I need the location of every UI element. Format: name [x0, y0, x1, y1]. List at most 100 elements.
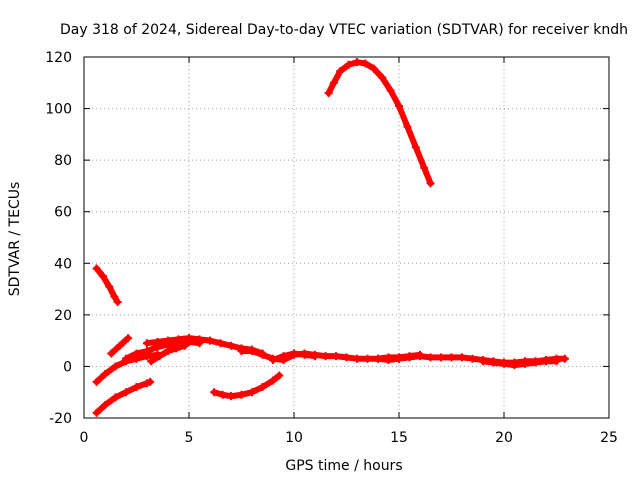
y-tick-label: 80	[54, 153, 72, 169]
x-tick-label: 0	[80, 430, 89, 446]
data-point	[510, 361, 519, 370]
data-point	[420, 163, 429, 172]
data-point	[164, 346, 172, 355]
data-point	[269, 355, 277, 364]
data-point	[426, 353, 435, 362]
data-point	[405, 352, 414, 361]
data-point	[248, 388, 256, 397]
data-point	[403, 122, 412, 131]
data-point	[92, 377, 101, 386]
data-point	[185, 337, 193, 346]
ticks: 0 5 10 15 20 25 -20 0 20 40 60 80 100 120	[45, 50, 618, 446]
data-point	[395, 353, 403, 362]
data-point	[227, 392, 235, 401]
x-axis-label: GPS time / hours	[285, 458, 402, 474]
y-tick-label: 20	[54, 308, 72, 324]
y-tick-label: 40	[54, 256, 72, 272]
data-point	[542, 357, 550, 366]
data-point	[237, 390, 246, 399]
data-point	[110, 292, 119, 301]
series-arc-mid-2	[147, 341, 189, 366]
data-point	[248, 346, 256, 355]
data-point	[329, 78, 338, 87]
x-tick-label: 15	[390, 430, 408, 446]
data-point	[195, 339, 204, 348]
data-point	[269, 376, 277, 385]
data-point	[111, 362, 120, 371]
data-point	[155, 352, 164, 361]
data-point	[101, 370, 109, 379]
data-point	[258, 350, 267, 359]
data-point	[500, 359, 508, 368]
data-point	[336, 67, 345, 76]
data-point	[279, 352, 288, 361]
data-point	[468, 354, 477, 363]
data-point	[115, 341, 124, 350]
data-point	[386, 86, 395, 95]
data-point	[143, 346, 151, 355]
series-layer	[92, 58, 569, 417]
data-point	[363, 354, 372, 363]
data-point	[290, 349, 298, 358]
series-arc-low-1	[92, 377, 155, 417]
data-point	[132, 349, 141, 358]
x-tick-label: 25	[600, 430, 618, 446]
data-point	[101, 401, 109, 410]
data-point	[124, 334, 133, 343]
data-point	[332, 352, 340, 361]
data-point	[369, 64, 378, 73]
data-point	[353, 354, 361, 363]
series-line	[211, 372, 283, 400]
data-point	[153, 341, 162, 350]
data-point	[147, 357, 156, 366]
series-arc-mid-3	[153, 337, 204, 350]
data-point	[321, 352, 330, 361]
data-point	[560, 354, 569, 363]
data-point	[174, 339, 183, 348]
series-line	[325, 59, 434, 187]
y-tick-label: 120	[45, 50, 72, 66]
x-tick-label: 10	[285, 430, 303, 446]
data-point	[258, 383, 267, 392]
data-point	[353, 58, 361, 67]
data-point	[132, 383, 141, 392]
data-point	[105, 282, 114, 291]
data-point	[146, 377, 155, 386]
data-point	[342, 353, 351, 362]
data-point	[275, 371, 284, 380]
data-point	[164, 339, 172, 348]
data-point	[437, 353, 445, 362]
data-point	[311, 352, 319, 361]
series-arc-flat-2	[269, 349, 319, 364]
data-point	[227, 341, 235, 350]
data-point	[447, 353, 456, 362]
y-tick-label: 60	[54, 205, 72, 221]
y-tick-label: 0	[63, 359, 72, 375]
series-arc-low-3	[107, 334, 133, 358]
data-point	[426, 179, 435, 188]
data-point	[143, 339, 151, 348]
plot-frame	[83, 56, 610, 419]
series-arc-high	[324, 58, 435, 188]
series-arc-flat-5	[374, 350, 424, 363]
data-point	[237, 346, 246, 355]
x-tick-label: 20	[495, 430, 513, 446]
x-tick-label: 5	[185, 430, 194, 446]
data-point	[92, 264, 101, 273]
data-point	[92, 408, 101, 417]
data-point	[479, 357, 487, 366]
data-point	[552, 357, 561, 366]
series-arc-flat-4	[479, 357, 561, 370]
data-point	[122, 388, 130, 397]
data-point	[416, 350, 424, 359]
data-point	[344, 60, 353, 69]
data-point	[489, 358, 498, 367]
data-point	[107, 349, 116, 358]
series-arc-40	[92, 264, 122, 306]
series-arc-dip	[210, 371, 284, 401]
y-tick-label: -20	[49, 411, 72, 427]
chart-title: Day 318 of 2024, Sidereal Day-to-day VTE…	[60, 22, 628, 38]
data-point	[374, 354, 382, 363]
data-point	[458, 353, 466, 362]
